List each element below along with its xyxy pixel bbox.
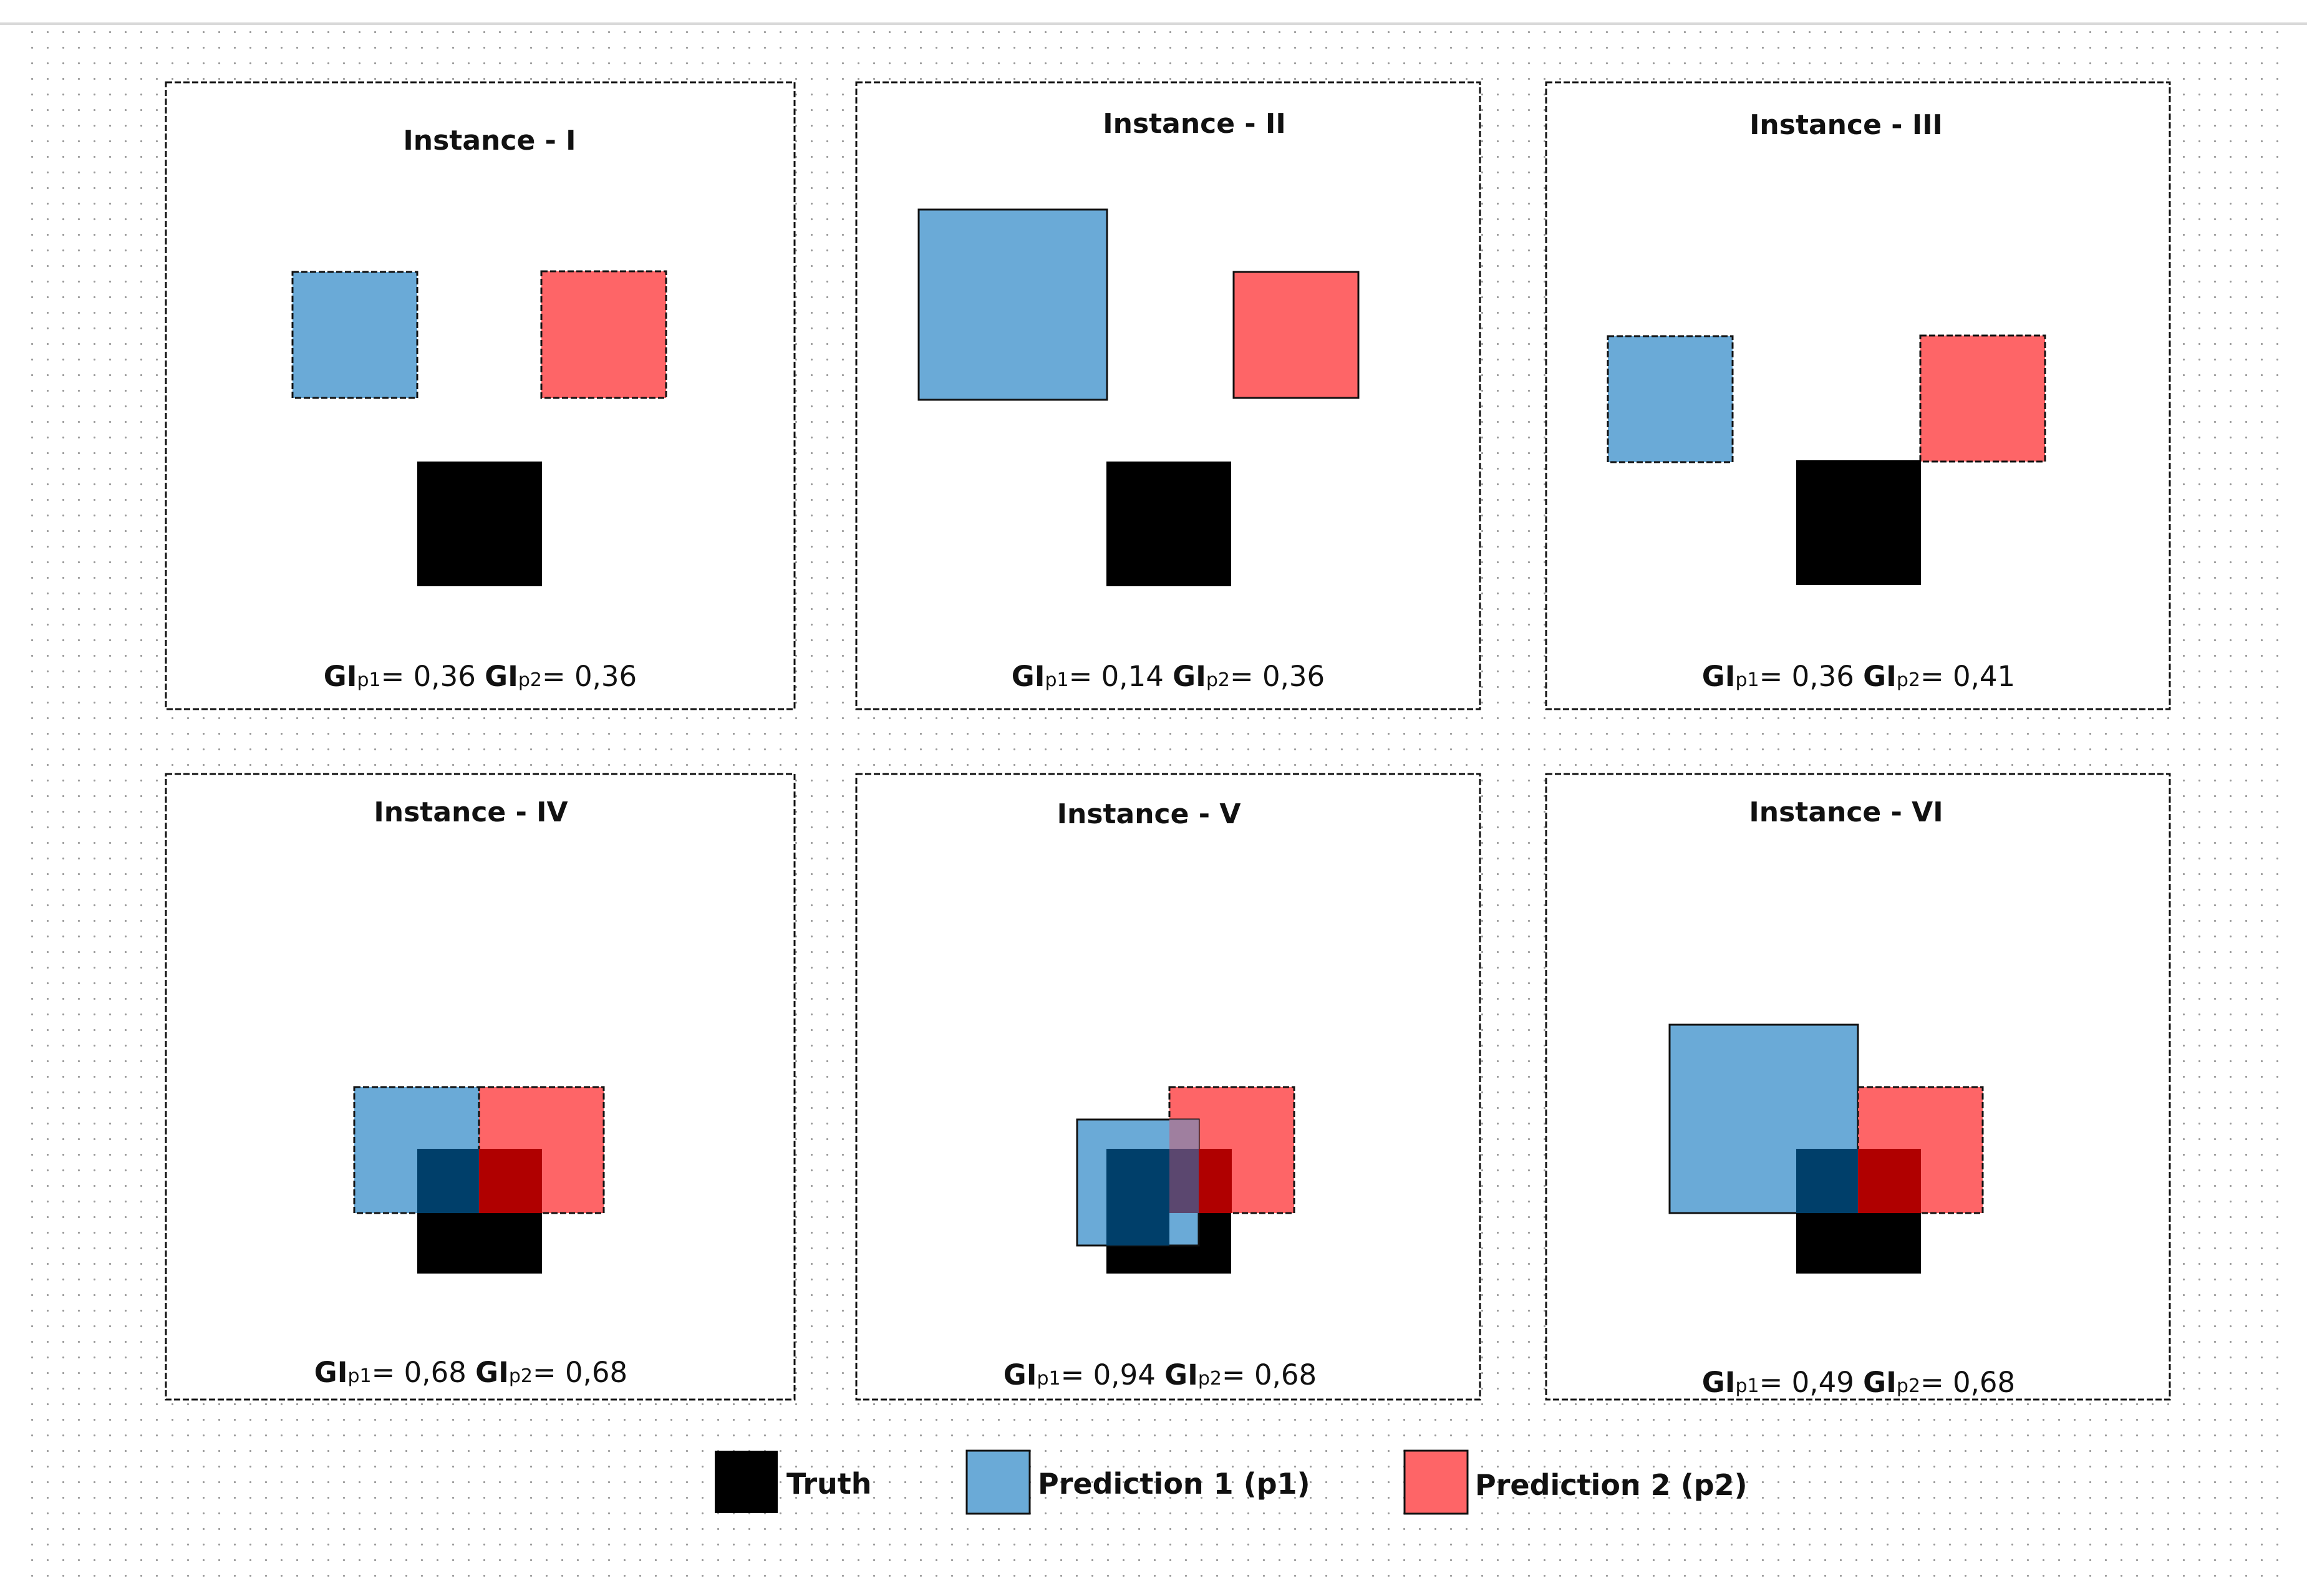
truth-p2-overlap xyxy=(1858,1149,1921,1213)
legend-prediction-1-swatch xyxy=(965,1449,1031,1515)
legend-truth-swatch xyxy=(715,1451,778,1513)
legend: Truth Prediction 1 (p1) Prediction 2 (p2… xyxy=(715,1449,1748,1515)
p1-p2-overlap xyxy=(1169,1120,1199,1149)
prediction-2-box xyxy=(1919,334,2046,463)
panel-instance-iv: Instance - IV GIp1= 0,68 GIp2= 0,68 xyxy=(165,773,796,1401)
panel-instance-iii: Instance - III GIp1= 0,36 GIp2= 0,41 xyxy=(1545,81,2171,710)
panel-title: Instance - II xyxy=(1103,108,1286,140)
truth-p1-overlap xyxy=(1106,1149,1169,1245)
truth-p2-overlap xyxy=(1199,1149,1232,1213)
truth-p2-overlap xyxy=(479,1149,542,1213)
panel-title: Instance - I xyxy=(403,125,576,157)
panel-instance-vi: Instance - VI GIp1= 0,49 GIp2= 0,68 xyxy=(1545,773,2171,1401)
panel-title: Instance - VI xyxy=(1749,796,1943,828)
metric-text: GIp1= 0,36 GIp2= 0,41 xyxy=(1702,660,2015,693)
metric-text: GIp1= 0,68 GIp2= 0,68 xyxy=(314,1356,627,1389)
metric-text: GIp1= 0,14 GIp2= 0,36 xyxy=(1012,660,1325,693)
truth-box xyxy=(1106,462,1231,586)
panel-frame xyxy=(165,81,796,710)
metric-text: GIp1= 0,36 GIp2= 0,36 xyxy=(324,660,637,693)
legend-prediction-2-swatch xyxy=(1403,1449,1469,1515)
metric-text: GIp1= 0,94 GIp2= 0,68 xyxy=(1004,1358,1317,1391)
panel-instance-i: Instance - I GIp1= 0,36 GIp2= 0,36 xyxy=(165,81,796,710)
truth-box xyxy=(417,462,542,586)
panel-title: Instance - III xyxy=(1749,109,1943,141)
legend-prediction-1-label: Prediction 1 (p1) xyxy=(1038,1467,1310,1501)
prediction-2-box xyxy=(540,270,667,399)
panel-instance-ii: Instance - II GIp1= 0,14 GIp2= 0,36 xyxy=(855,81,1481,710)
legend-prediction-2-label: Prediction 2 (p2) xyxy=(1475,1468,1748,1502)
truth-box xyxy=(1796,460,1921,585)
truth-p1-p2-overlap xyxy=(1169,1149,1199,1213)
prediction-2-box xyxy=(1232,271,1360,399)
legend-truth-label: Truth xyxy=(786,1467,872,1501)
prediction-1-box xyxy=(291,271,418,399)
panel-instance-v: Instance - V GIp1= 0,94 GIp2= 0,68 xyxy=(855,773,1481,1401)
panel-title: Instance - V xyxy=(1057,798,1241,830)
prediction-1-box xyxy=(1607,335,1734,463)
panel-frame xyxy=(855,773,1481,1401)
truth-p1-overlap xyxy=(417,1149,479,1213)
metric-text: GIp1= 0,49 GIp2= 0,68 xyxy=(1702,1366,2015,1399)
truth-p1-overlap xyxy=(1796,1149,1858,1213)
prediction-1-box xyxy=(917,208,1108,401)
panel-title: Instance - IV xyxy=(374,796,568,828)
